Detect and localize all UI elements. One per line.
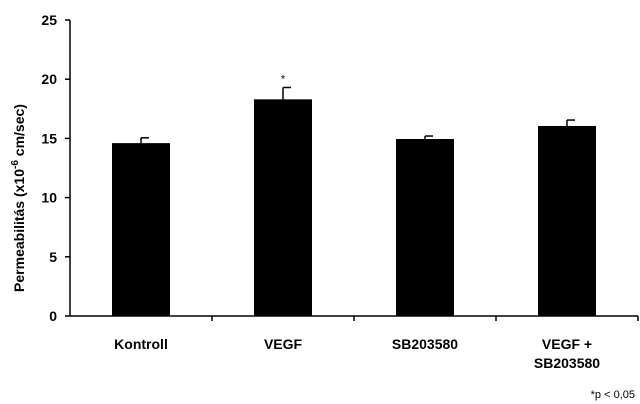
y-tick-label: 0 — [49, 308, 57, 324]
x-tick-label-line: VEGF + — [542, 336, 592, 352]
x-tick-label-line: SB203580 — [534, 355, 600, 371]
x-tick-label-line: VEGF — [264, 336, 303, 352]
x-tick-label: Kontroll — [114, 336, 168, 352]
y-tick-label: 20 — [41, 71, 57, 87]
x-tick-label-line: SB203580 — [392, 336, 458, 352]
bar — [396, 138, 454, 316]
x-tick-label: SB203580 — [392, 336, 458, 352]
bar — [538, 125, 596, 316]
footnote: *p < 0,05 — [591, 389, 635, 401]
x-tick-label-line: Kontroll — [114, 336, 168, 352]
y-tick-label: 15 — [41, 130, 57, 146]
significance-marker: * — [281, 73, 286, 85]
x-tick-label: VEGF + SB203580 — [534, 336, 600, 371]
y-tick-label: 10 — [41, 190, 57, 206]
bars: * — [112, 73, 596, 316]
y-tick-label: 5 — [49, 249, 57, 265]
x-tick-label: VEGF — [264, 336, 303, 352]
x-axis-labels: Kontroll VEGF SB203580 VEGF + SB203580 — [114, 316, 639, 371]
bar — [254, 99, 312, 316]
y-axis-label: Permeabilitás (x10-6 cm/sec) — [10, 104, 27, 292]
bar — [112, 143, 170, 316]
y-tick-label: 25 — [41, 12, 57, 28]
